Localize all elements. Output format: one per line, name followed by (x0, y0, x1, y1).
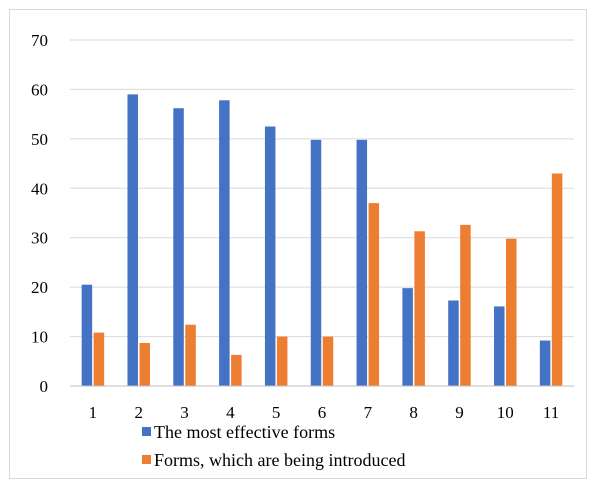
x-tick-label: 2 (134, 403, 143, 422)
y-tick-label: 70 (31, 31, 48, 50)
bar-series1 (494, 306, 505, 386)
bar-series1 (448, 300, 459, 386)
bar-series1 (539, 340, 551, 386)
bar-series2 (551, 173, 563, 386)
x-tick-label: 4 (226, 403, 235, 422)
bar-series2 (322, 336, 334, 386)
y-tick-label: 40 (31, 179, 48, 198)
legend-label: The most effective forms (154, 422, 335, 442)
bar-series1 (219, 100, 230, 387)
bar-series1 (264, 126, 276, 386)
x-tick-label: 3 (180, 403, 189, 422)
bar-series2 (185, 324, 196, 386)
bars (81, 94, 563, 387)
legend-swatch (142, 455, 151, 464)
bar-series2 (139, 343, 150, 386)
legend: The most effective forms Forms, which are… (142, 422, 405, 470)
bar-series2 (506, 238, 517, 386)
x-tick-label: 9 (455, 403, 464, 422)
bar-series2 (231, 354, 242, 386)
x-tick-label: 8 (409, 403, 418, 422)
y-tick-label: 0 (40, 377, 49, 396)
bar-series1 (310, 139, 322, 386)
legend-swatch (142, 427, 151, 436)
x-axis-ticks: 1 2 3 4 5 6 7 8 9 10 11 (89, 403, 560, 422)
x-tick-label: 7 (364, 403, 373, 422)
bar-series1 (402, 288, 413, 386)
x-tick-label: 1 (89, 403, 98, 422)
gridlines (70, 39, 574, 338)
bar-series2 (460, 224, 471, 386)
chart-frame (9, 9, 587, 479)
bar-series1 (81, 284, 93, 386)
x-tick-label: 5 (272, 403, 281, 422)
y-tick-label: 60 (31, 80, 48, 99)
y-tick-label: 10 (31, 328, 48, 347)
bar-series1 (127, 94, 138, 387)
y-axis-ticks: 0 10 20 30 40 50 60 70 (31, 31, 48, 396)
bar-series2 (276, 336, 288, 386)
bar-series2 (93, 332, 105, 386)
bar-series1 (173, 108, 184, 387)
x-tick-label: 10 (497, 403, 514, 422)
bar-series2 (414, 231, 425, 386)
x-tick-label: 6 (318, 403, 327, 422)
y-tick-label: 20 (31, 278, 48, 297)
y-tick-label: 50 (31, 130, 48, 149)
bar-series2 (368, 203, 380, 386)
x-tick-label: 11 (543, 403, 559, 422)
bar-series1 (356, 139, 368, 386)
legend-label: Forms, which are being introduced (154, 450, 405, 470)
y-tick-label: 30 (31, 229, 48, 248)
